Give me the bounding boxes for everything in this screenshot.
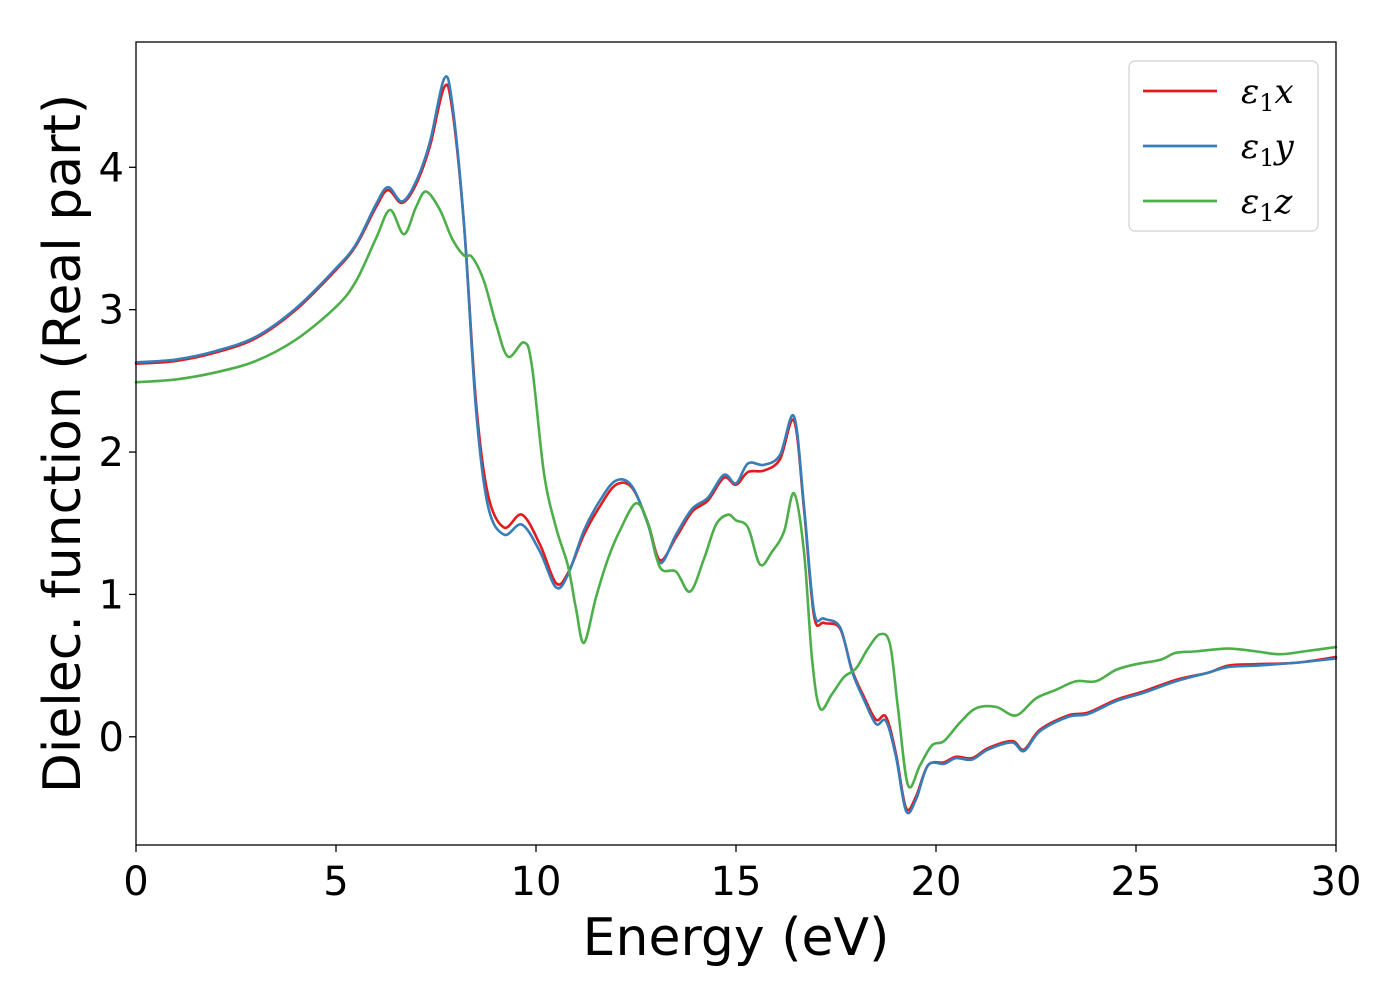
x-tick-label: 15	[711, 859, 762, 905]
y-tick-label: 3	[99, 288, 124, 334]
y-tick-label: 0	[99, 715, 124, 761]
x-tick-label: 0	[123, 859, 148, 905]
y-axis-ticks: 0 1 2 3 4	[99, 145, 136, 761]
legend-entry-x: ε1x	[1241, 72, 1294, 117]
legend-box	[1128, 60, 1319, 232]
series-line-y	[134, 75, 1338, 815]
legend-entry-z: ε1z	[1241, 182, 1294, 227]
y-tick-label: 2	[99, 430, 124, 476]
x-tick-label: 30	[1311, 859, 1362, 905]
x-axis-ticks: 0 5 10 15 20 25 30	[123, 845, 1361, 905]
legend-entry-y: ε1y	[1241, 127, 1295, 172]
series-lines	[134, 75, 1338, 815]
series-line-z	[134, 190, 1338, 789]
y-tick-label: 1	[99, 572, 124, 618]
legend: ε1x ε1y ε1z	[1128, 60, 1319, 232]
x-tick-label: 20	[911, 859, 962, 905]
y-axis-label: Dielec. function (Real part)	[33, 94, 93, 793]
x-axis-label: Energy (eV)	[583, 908, 890, 968]
y-tick-label: 4	[99, 145, 124, 191]
x-tick-label: 25	[1111, 859, 1162, 905]
x-tick-label: 5	[323, 859, 348, 905]
x-tick-label: 10	[511, 859, 562, 905]
